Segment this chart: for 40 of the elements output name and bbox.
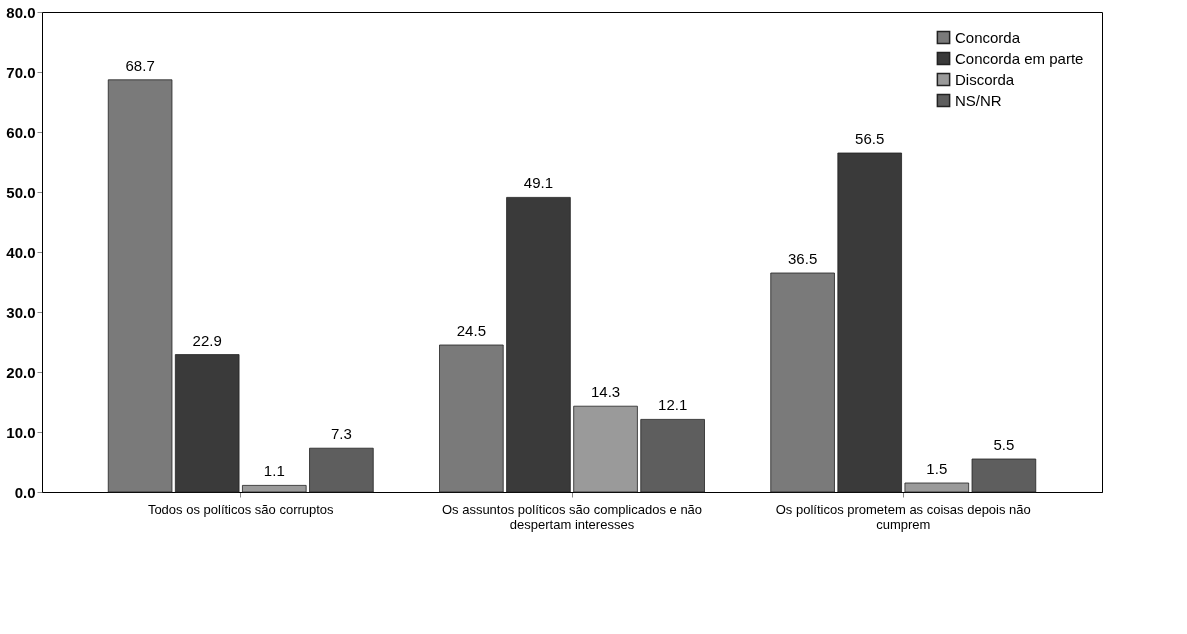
data-label: 5.5 [993,436,1015,453]
legend-label: NS/NR [955,91,1002,109]
y-tick-label: 80.0 [6,3,36,21]
bar [640,419,705,493]
legend-label: Discorda [955,70,1015,88]
y-tick-label: 20.0 [6,363,36,381]
y-tick-label: 10.0 [6,423,36,441]
bar [309,447,374,493]
data-label: 22.9 [192,331,222,349]
bar [107,79,173,493]
data-label: 36.5 [788,250,818,267]
x-tick-label: Os assuntos políticos são complicados e não despertam interesses [441,501,703,532]
data-label: 1.5 [926,460,948,477]
data-label: 12.1 [658,396,688,414]
data-label: 68.7 [125,56,155,74]
y-tick-label: 30.0 [6,303,36,321]
data-label: 7.3 [330,425,352,443]
bar [770,272,835,493]
x-tick-label: Todos os políticos são corruptos [147,501,335,517]
x-tick-label: Os políticos prometem as coisas depois não cumprem [775,501,1031,532]
data-label: 14.3 [590,383,621,401]
y-tick-label: 50.0 [6,183,36,201]
y-tick-label: 40.0 [6,243,36,261]
bar [837,152,902,493]
y-tick-label: 70.0 [6,63,36,81]
bar [242,485,307,493]
bar [971,458,1037,493]
data-label: 49.1 [523,174,554,192]
legend-label: Concorda em parte [955,49,1084,67]
data-label: 24.5 [456,322,486,339]
data-label: 56.5 [855,130,885,147]
bar [439,344,504,493]
bar [904,482,970,493]
bar [506,197,571,493]
y-tick-label: 0.0 [14,483,36,501]
bar [573,405,638,493]
bar [174,354,240,493]
y-tick-label: 60.0 [6,123,36,141]
legend-label: Concorda [955,28,1021,46]
data-label: 1.1 [263,462,285,480]
